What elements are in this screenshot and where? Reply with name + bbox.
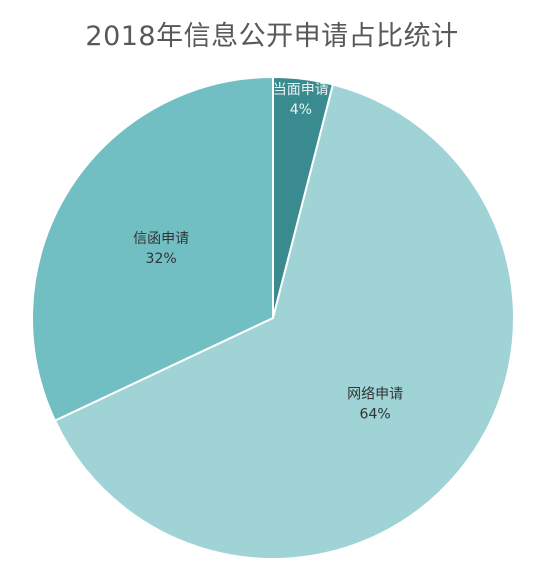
pie-slice-3 [31,75,274,422]
slice-percent-1: 4% [290,102,312,118]
slice-label-1: 当面申请 [273,82,329,98]
pie-slice-2 [53,83,515,560]
slice-percent-3: 32% [146,251,177,267]
pie-labels: 当面申请 4% 网络申请 64% 信函申请 32% [133,82,403,423]
slice-label-2: 网络申请 [347,387,403,403]
slice-percent-2: 64% [360,407,391,423]
slice-label-3: 信函申请 [133,231,189,247]
chart-title: 2018年信息公开申请占比统计 [85,21,459,52]
pie-slices [31,75,515,560]
